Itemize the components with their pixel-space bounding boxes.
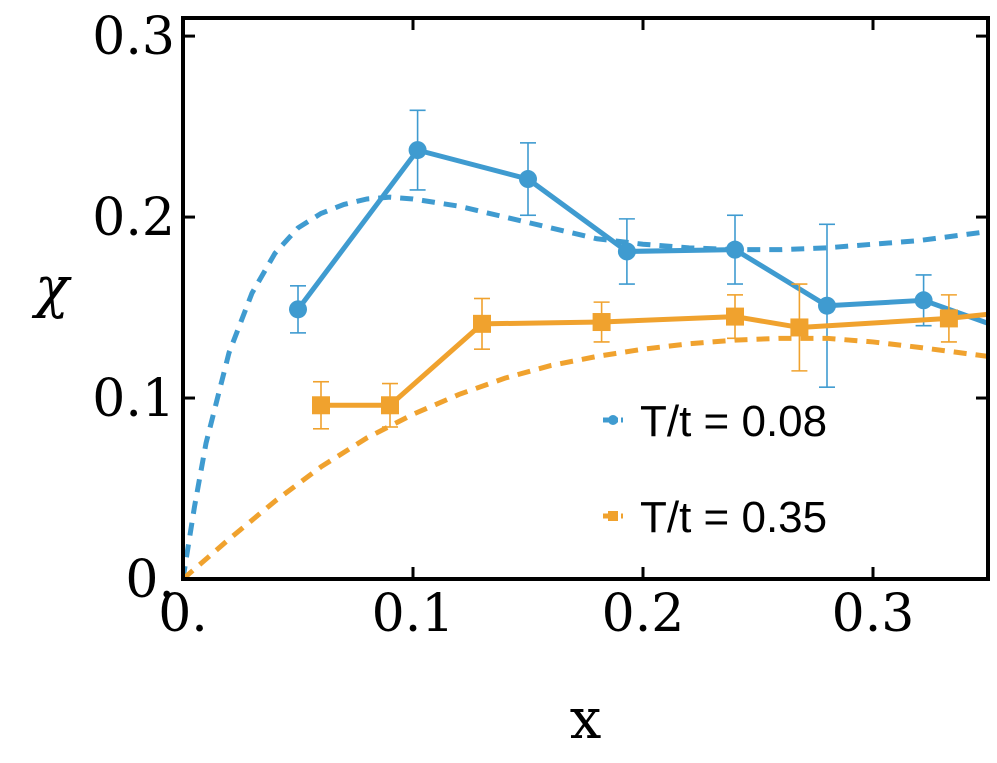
- data-line: [296, 147, 988, 326]
- x-tick-label: 0.: [158, 584, 208, 644]
- data-point: [790, 318, 809, 337]
- y-tick-label: 0.3: [92, 7, 175, 67]
- y-axis-label: χ: [31, 256, 72, 321]
- series-1: [183, 109, 997, 579]
- plot-frame: [181, 16, 990, 581]
- theory-curve: [183, 194, 988, 579]
- data-point: [473, 314, 491, 333]
- x-tick-label: 0.1: [372, 584, 455, 644]
- legend-marker: [608, 511, 618, 521]
- data-point: [519, 170, 537, 189]
- legend-item: T/t = 0.35: [603, 493, 827, 542]
- y-tick-label: 0.: [125, 550, 175, 610]
- legend-marker: [608, 415, 618, 425]
- data-point: [289, 300, 307, 319]
- data-point: [312, 396, 330, 415]
- data-point: [617, 242, 636, 261]
- data-point: [726, 240, 744, 259]
- legend-label: T/t = 0.08: [640, 397, 827, 446]
- data-point: [726, 307, 744, 326]
- series-2: [183, 283, 997, 579]
- legend-item: T/t = 0.08: [603, 397, 827, 446]
- x-tick-label: 0.2: [602, 584, 685, 644]
- x-tick-label: 0.3: [832, 584, 915, 644]
- y-tick-label: 0.2: [92, 188, 175, 248]
- data-point: [381, 396, 399, 415]
- data-point: [592, 313, 611, 332]
- legend: T/t = 0.08 T/t = 0.35: [603, 397, 827, 542]
- data-line: [321, 311, 988, 408]
- plot-content: [183, 109, 997, 579]
- y-tick-label: 0.1: [92, 369, 175, 429]
- data-point: [818, 296, 836, 315]
- data-point: [991, 304, 997, 322]
- data-point: [914, 291, 933, 310]
- data-point: [408, 141, 427, 160]
- theory-curve: [183, 335, 988, 579]
- data-point: [991, 318, 997, 336]
- data-point: [939, 309, 958, 328]
- legend-label: T/t = 0.35: [640, 493, 827, 542]
- x-axis-label: x: [570, 687, 602, 752]
- tick-group: 0. 0.1 0.2 0.3 0. 0.1 0.2 0.3: [92, 7, 988, 644]
